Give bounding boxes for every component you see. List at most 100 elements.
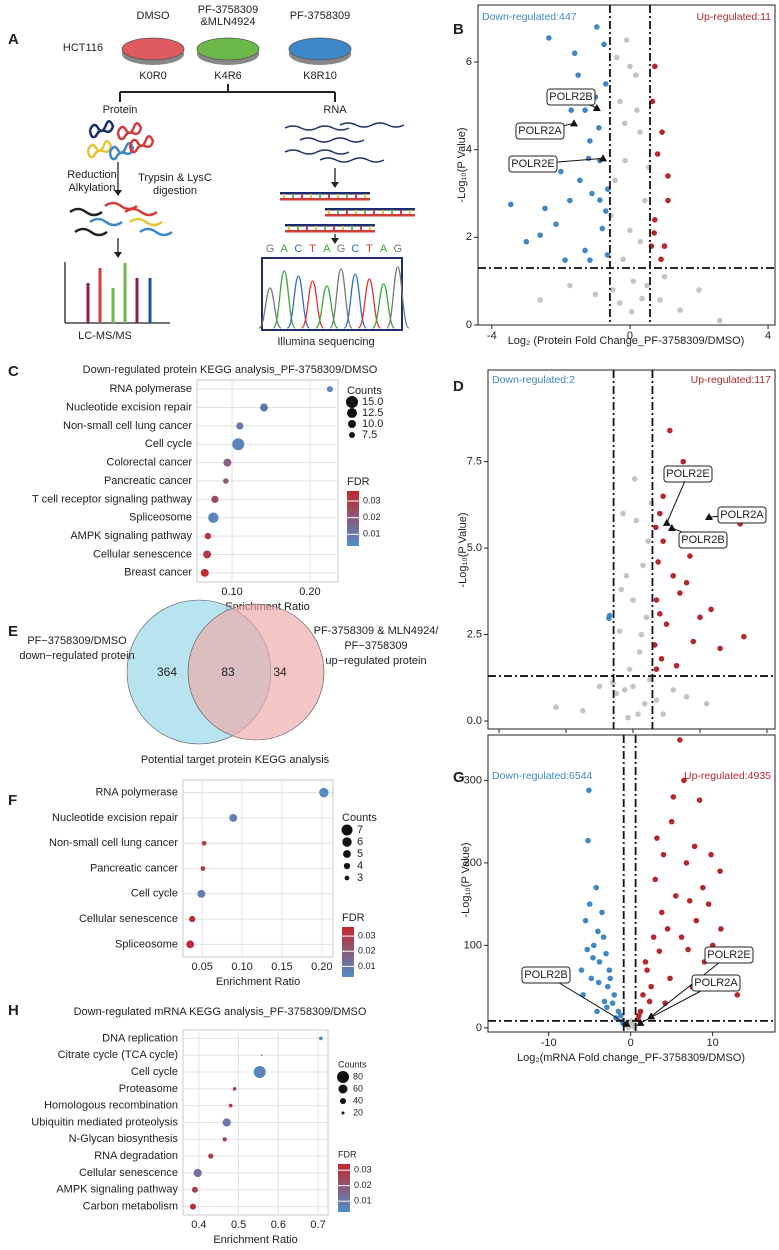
panel-letter: G: [453, 769, 465, 786]
point: [562, 257, 568, 263]
x-tick-label: 0.5: [231, 1219, 246, 1231]
dot: [318, 1036, 323, 1041]
dish-label: K4R6: [214, 70, 242, 82]
label-box: [521, 966, 571, 984]
point: [595, 979, 602, 986]
category-label: N-Glycan biosynthesis: [69, 1133, 179, 1145]
label-marker: [570, 119, 579, 127]
point: [677, 737, 683, 743]
point: [635, 711, 641, 717]
category-label: DNA replication: [102, 1032, 178, 1044]
point: [656, 948, 663, 954]
point: [545, 35, 552, 41]
point: [700, 884, 706, 891]
legend-label: 10.0: [362, 418, 383, 430]
method-label: Illumina sequencing: [277, 336, 374, 348]
point: [667, 427, 673, 434]
point: [697, 614, 703, 621]
color-tick-label: 0.01: [363, 529, 381, 539]
dot: [223, 478, 229, 484]
point: [604, 983, 611, 990]
annotation: Down-regulated:2: [492, 374, 575, 386]
label-marker: [662, 518, 671, 526]
category-label: Homologous recombination: [44, 1100, 178, 1112]
legend-title: FDR: [342, 912, 365, 924]
dot: [253, 1066, 266, 1079]
dot: [326, 386, 333, 393]
point: [648, 983, 654, 990]
legend-label: 12.5: [362, 407, 383, 419]
point: [663, 621, 670, 628]
dna-strand: [280, 198, 370, 201]
dna-strand: [280, 192, 370, 195]
dot: [259, 403, 268, 412]
gene-label: POLR2A: [518, 125, 562, 137]
point: [660, 851, 667, 858]
color-tick-label: 0.01: [358, 961, 376, 971]
x-tick-label: 0.7: [310, 1219, 325, 1231]
point: [652, 876, 659, 883]
dot: [228, 1103, 233, 1108]
label-marker: [599, 154, 608, 162]
gene-label: POLR2E: [511, 158, 554, 170]
point: [690, 638, 697, 645]
point: [687, 553, 693, 559]
point: [644, 282, 651, 289]
legend-dot: [343, 850, 351, 858]
point: [608, 212, 614, 219]
chart-title: Down-regulated mRNA KEGG analysis_PF-375…: [74, 1006, 367, 1018]
point: [660, 538, 666, 544]
dot: [232, 438, 245, 451]
arrow-head: [331, 238, 339, 244]
category-label: Ubiquitin mediated proteolysis: [31, 1116, 178, 1128]
color-tick-label: 0.03: [358, 930, 376, 940]
category-label: Spliceosome: [115, 938, 178, 950]
point: [601, 41, 607, 48]
label-box: [663, 465, 713, 483]
y-tick-label: 0: [476, 1022, 482, 1034]
y-tick-label: 2.5: [467, 628, 482, 640]
point: [640, 992, 646, 998]
point: [660, 711, 666, 717]
y-tick-label: 2: [466, 231, 472, 243]
point: [577, 177, 583, 184]
point: [585, 837, 591, 844]
dish-label: K8R10: [303, 70, 337, 82]
panel-letter: C: [8, 363, 19, 380]
point: [616, 628, 623, 634]
dot: [197, 889, 206, 898]
dot: [191, 1186, 198, 1193]
point: [558, 168, 564, 175]
category-label: Non-small cell lung cancer: [63, 420, 192, 432]
category-label: Proteasome: [119, 1083, 178, 1095]
point: [582, 107, 588, 114]
set-label: PF-3758309 & MLN4924/: [314, 625, 440, 637]
point: [668, 818, 675, 825]
chromatogram-peak: [386, 266, 410, 329]
y-axis-label: -Log₁₀(P Value): [460, 842, 472, 917]
y-tick-label: 300: [464, 774, 482, 786]
point: [667, 975, 673, 982]
chromatogram-peak: [329, 268, 353, 329]
sequence-letter: G: [266, 243, 275, 255]
point: [553, 221, 559, 227]
dot: [204, 532, 212, 540]
label-box: [704, 946, 754, 964]
legend-title: Counts: [338, 1059, 367, 1069]
point: [620, 256, 626, 263]
x-tick-label: 0.10: [221, 586, 242, 598]
legend-title: FDR: [338, 1149, 357, 1159]
y-axis-label: -Log₁₀(P Value): [456, 127, 468, 202]
chromatogram-peak: [315, 285, 339, 329]
legend-dot: [347, 408, 357, 418]
dot: [236, 422, 244, 430]
chromatogram-peak: [343, 273, 367, 329]
x-tick-label: 0.15: [271, 961, 292, 973]
point: [693, 917, 700, 924]
point: [717, 868, 723, 874]
point: [585, 155, 592, 162]
point: [602, 81, 609, 87]
annotation: Down-regulated:447: [482, 11, 577, 23]
protein-blob: [88, 120, 115, 139]
point: [616, 300, 623, 306]
